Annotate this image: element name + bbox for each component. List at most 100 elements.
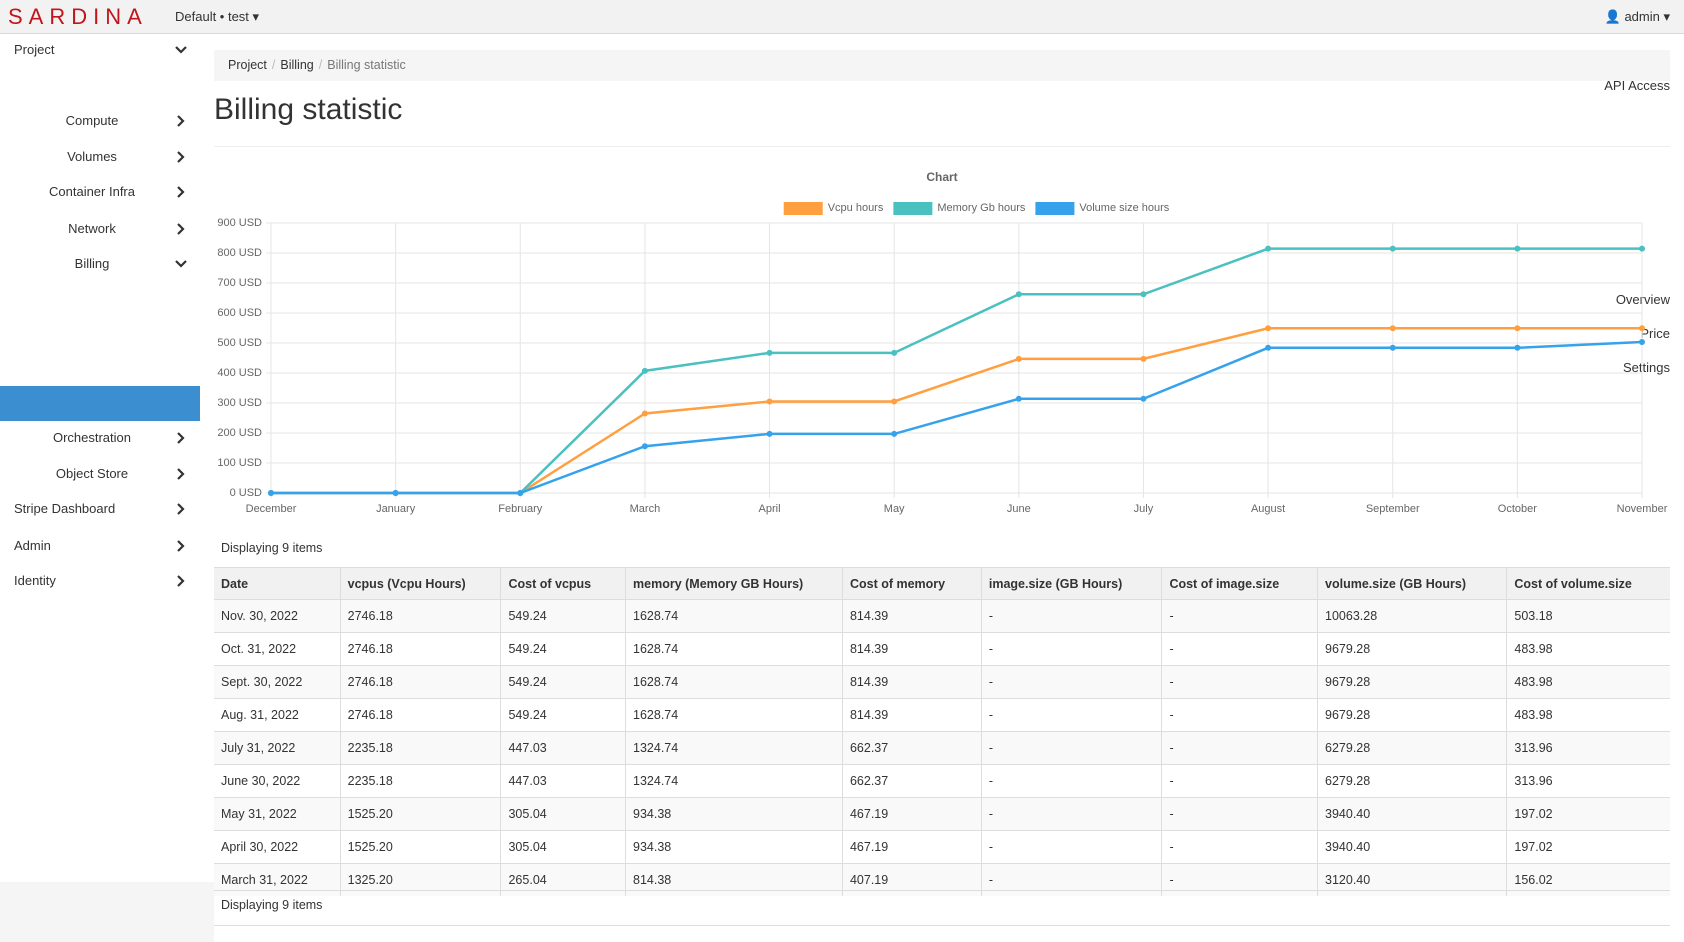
data-point [766, 430, 773, 437]
table-cell: 447.03 [500, 764, 626, 798]
user-menu[interactable]: 👤 admin ▾ [1604, 9, 1670, 24]
table-cell: - [1161, 599, 1318, 633]
table-cell: Nov. 30, 2022 [214, 599, 341, 633]
data-point [1265, 344, 1272, 351]
table-row: Nov. 30, 2022 2746.18 549.24 1628.74 814.39-… [214, 599, 1670, 633]
data-point [891, 349, 898, 356]
data-point [1389, 245, 1396, 252]
column-header[interactable]: Date [214, 567, 341, 600]
x-tick-label: August [1251, 503, 1285, 515]
data-point [1015, 395, 1022, 402]
table-row: Oct. 31, 2022 2746.18 549.24 1628.74 814.39-… [214, 632, 1670, 666]
y-tick-label: 300 USD [217, 397, 262, 409]
column-header[interactable]: Cost of memory [841, 567, 982, 600]
project-name[interactable]: Default • test [175, 9, 249, 24]
table-cell: 197.02 [1506, 830, 1670, 864]
nav-item[interactable]: Statistic [1624, 395, 1670, 410]
nav-item[interactable]: Billing [74, 256, 110, 271]
table-row: Sept. 30, 2022 2746.18 549.24 1628.74 814.39… [214, 665, 1670, 699]
table-cell: - [1161, 632, 1318, 666]
legend-label: Volume size hours [1079, 202, 1169, 214]
top-bar: SARDINA Default • test ▾ 👤 admin ▾ [0, 0, 1684, 34]
legend-label: Memory Gb hours [937, 202, 1026, 214]
x-tick-label: March [630, 503, 661, 515]
column-header[interactable]: vcpus (Vcpu Hours) [339, 567, 501, 600]
table-cell: - [1161, 764, 1318, 798]
nav-item[interactable]: Compute [65, 113, 119, 128]
data-point [1639, 339, 1645, 346]
x-tick-label: July [1134, 503, 1154, 515]
data-point [517, 490, 524, 496]
table-cell: 503.18 [1506, 599, 1670, 633]
table-row: Aug. 31, 2022 2746.18 549.24 1628.74 814.39-… [214, 698, 1670, 732]
nav-item[interactable]: Container Infra [49, 184, 135, 199]
table-cell: - [980, 830, 1162, 864]
series-line [271, 326, 1642, 495]
table-cell: 2235.18 [339, 764, 501, 798]
nav-item[interactable]: Network [68, 221, 116, 236]
column-header[interactable]: memory (Memory GB Hours) [625, 567, 843, 600]
column-header[interactable]: Cost of image.size [1161, 567, 1318, 600]
y-tick-label: 0 USD [230, 487, 262, 499]
nav-item[interactable]: Identity [14, 573, 56, 588]
nav-item[interactable]: Orchestration [52, 430, 132, 445]
column-header[interactable]: Cost of volume.size [1506, 567, 1670, 600]
nav-item[interactable]: Overview [1615, 292, 1670, 307]
legend-swatch [893, 202, 933, 215]
nav-item[interactable]: Object Store [55, 466, 129, 481]
table-cell: 2746.18 [339, 599, 501, 633]
chevron[interactable] [175, 468, 187, 480]
nav-item[interactable]: Volumes [67, 149, 117, 164]
table-cell: 662.37 [841, 731, 982, 765]
table-cell: 1628.74 [625, 698, 843, 732]
table-cell: 305.04 [500, 830, 626, 864]
data-point [1389, 325, 1396, 332]
nav-item[interactable]: Stripe Dashboard [14, 501, 116, 516]
table-row: June 30, 2022 2235.18 447.03 1324.74 662.37-… [214, 764, 1670, 798]
nav-item[interactable]: Price [1640, 326, 1670, 341]
table-cell: 2235.18 [339, 731, 501, 765]
project-selector[interactable]: Default • test ▾ [175, 9, 260, 24]
table-cell: 9679.28 [1317, 698, 1507, 732]
column-header[interactable]: Cost of vcpus [500, 567, 626, 600]
crumb[interactable]: Project [228, 58, 267, 72]
x-tick-label: June [1007, 503, 1031, 515]
nav-item[interactable]: Admin [14, 538, 51, 553]
chevron[interactable] [175, 44, 187, 56]
chevron[interactable] [175, 186, 187, 198]
table-cell: - [1161, 698, 1318, 732]
table-row: April 30, 2022 1525.20 305.04 934.38 467.19-… [214, 830, 1670, 864]
nav-item[interactable]: Settings [1623, 360, 1670, 375]
table-cell: 1525.20 [339, 830, 501, 864]
y-tick-label: 100 USD [217, 457, 262, 469]
table-cell: June 30, 2022 [214, 764, 341, 798]
x-tick-label: April [759, 503, 781, 515]
nav-item[interactable]: Project [14, 42, 55, 57]
chevron[interactable] [175, 115, 187, 127]
crumb[interactable]: Billing [280, 58, 314, 72]
y-tick-label: 200 USD [217, 427, 262, 439]
data-point [891, 398, 898, 405]
chevron[interactable] [175, 575, 187, 587]
table-cell: 549.24 [500, 632, 626, 666]
data-point [641, 443, 648, 450]
nav-item[interactable]: API Access [1604, 78, 1670, 93]
y-tick-label: 800 USD [217, 247, 262, 259]
data-point [1140, 395, 1147, 402]
table-cell: 483.98 [1506, 665, 1670, 699]
table-cell: 447.03 [500, 731, 626, 765]
column-header[interactable]: image.size (GB Hours) [980, 567, 1162, 600]
data-point [766, 398, 773, 405]
column-header[interactable]: volume.size (GB Hours) [1317, 567, 1507, 600]
chevron[interactable] [175, 432, 187, 444]
chevron[interactable] [175, 151, 187, 163]
data-point [1265, 245, 1272, 252]
chevron[interactable] [175, 223, 187, 235]
data-point [1140, 355, 1147, 362]
chevron[interactable] [175, 503, 187, 515]
chevron[interactable] [175, 258, 187, 270]
brand[interactable]: SARDINA [8, 4, 148, 29]
user-name[interactable]: admin [1624, 9, 1660, 24]
chevron[interactable] [175, 540, 187, 552]
